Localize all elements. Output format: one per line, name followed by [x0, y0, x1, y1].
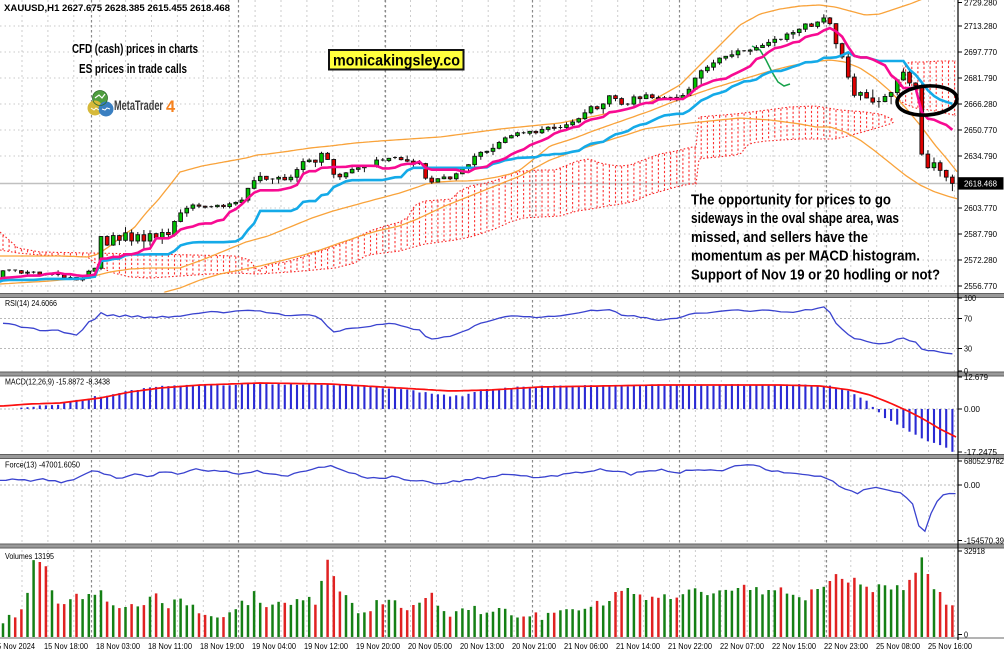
svg-text:18 Nov 03:00: 18 Nov 03:00	[96, 642, 140, 651]
svg-text:2618.468: 2618.468	[964, 180, 997, 189]
svg-text:RSI(14) 24.6066: RSI(14) 24.6066	[5, 299, 57, 308]
svg-text:20 Nov 13:00: 20 Nov 13:00	[460, 642, 504, 651]
svg-text:Force(13) -47001.6050: Force(13) -47001.6050	[5, 461, 80, 470]
svg-text:22 Nov 15:00: 22 Nov 15:00	[772, 642, 816, 651]
svg-text:MACD(12,26,9) -15.8872 -8.3438: MACD(12,26,9) -15.8872 -8.3438	[5, 378, 110, 387]
svg-text:2603.770: 2603.770	[964, 204, 997, 213]
svg-text:21 Nov 14:00: 21 Nov 14:00	[616, 642, 660, 651]
svg-text:20 Nov 21:00: 20 Nov 21:00	[512, 642, 556, 651]
svg-text:monicakingsley.co: monicakingsley.co	[333, 53, 460, 70]
svg-text:22 Nov 07:00: 22 Nov 07:00	[720, 642, 764, 651]
svg-text:CFD (cash) prices in charts: CFD (cash) prices in charts	[72, 42, 198, 56]
svg-text:21 Nov 06:00: 21 Nov 06:00	[564, 642, 608, 651]
svg-text:XAUUSD,H1 2627.675 2628.385 26: XAUUSD,H1 2627.675 2628.385 2615.455 261…	[4, 3, 230, 13]
svg-text:21 Nov 22:00: 21 Nov 22:00	[668, 642, 712, 651]
svg-text:Volumes 13195: Volumes 13195	[5, 552, 54, 561]
svg-text:MetaTrader: MetaTrader	[114, 98, 164, 113]
svg-text:4: 4	[166, 98, 176, 116]
svg-text:-17.2475: -17.2475	[964, 448, 997, 457]
svg-text:15 Nov 18:00: 15 Nov 18:00	[44, 642, 88, 651]
svg-text:-154570.39: -154570.39	[964, 536, 1004, 545]
svg-text:missed, and sellers have the: missed, and sellers have the	[691, 229, 868, 246]
svg-text:20 Nov 05:00: 20 Nov 05:00	[408, 642, 452, 651]
svg-text:32918: 32918	[964, 547, 985, 556]
svg-text:2666.280: 2666.280	[964, 100, 997, 109]
svg-text:2556.770: 2556.770	[964, 282, 997, 291]
svg-text:2634.790: 2634.790	[964, 152, 997, 161]
svg-text:19 Nov 20:00: 19 Nov 20:00	[356, 642, 400, 651]
svg-text:2713.280: 2713.280	[964, 22, 997, 31]
svg-text:22 Nov 23:00: 22 Nov 23:00	[824, 642, 868, 651]
svg-text:15 Nov 2024: 15 Nov 2024	[0, 642, 35, 651]
svg-text:0: 0	[964, 367, 968, 376]
svg-text:18 Nov 19:00: 18 Nov 19:00	[200, 642, 244, 651]
svg-text:12.679: 12.679	[964, 373, 988, 382]
svg-text:Support of Nov 19 or 20 hodlin: Support of Nov 19 or 20 hodling or not?	[691, 266, 940, 283]
svg-text:The opportunity for prices to: The opportunity for prices to go	[691, 192, 891, 209]
svg-text:2681.790: 2681.790	[964, 74, 997, 83]
svg-text:2729.280: 2729.280	[964, 0, 997, 7]
svg-text:30: 30	[964, 344, 972, 353]
svg-text:0: 0	[964, 630, 968, 639]
svg-text:2587.790: 2587.790	[964, 230, 997, 239]
svg-text:25 Nov 16:00: 25 Nov 16:00	[928, 642, 972, 651]
svg-text:70: 70	[964, 314, 972, 323]
svg-text:2697.770: 2697.770	[964, 48, 997, 57]
svg-text:25 Nov 08:00: 25 Nov 08:00	[876, 642, 920, 651]
svg-text:ES prices in trade calls: ES prices in trade calls	[79, 62, 187, 76]
svg-text:0.00: 0.00	[964, 481, 980, 490]
svg-text:68052.9782: 68052.9782	[964, 457, 1004, 466]
svg-text:sideways in the oval shape are: sideways in the oval shape area, was	[691, 210, 899, 227]
svg-text:2572.280: 2572.280	[964, 256, 997, 265]
svg-text:19 Nov 04:00: 19 Nov 04:00	[252, 642, 296, 651]
svg-text:100: 100	[964, 294, 976, 303]
svg-text:18 Nov 11:00: 18 Nov 11:00	[148, 642, 192, 651]
svg-text:momentum as per MACD histogram: momentum as per MACD histogram.	[691, 248, 920, 265]
svg-text:19 Nov 12:00: 19 Nov 12:00	[304, 642, 348, 651]
svg-text:2650.770: 2650.770	[964, 126, 997, 135]
svg-text:0.00: 0.00	[964, 405, 980, 414]
